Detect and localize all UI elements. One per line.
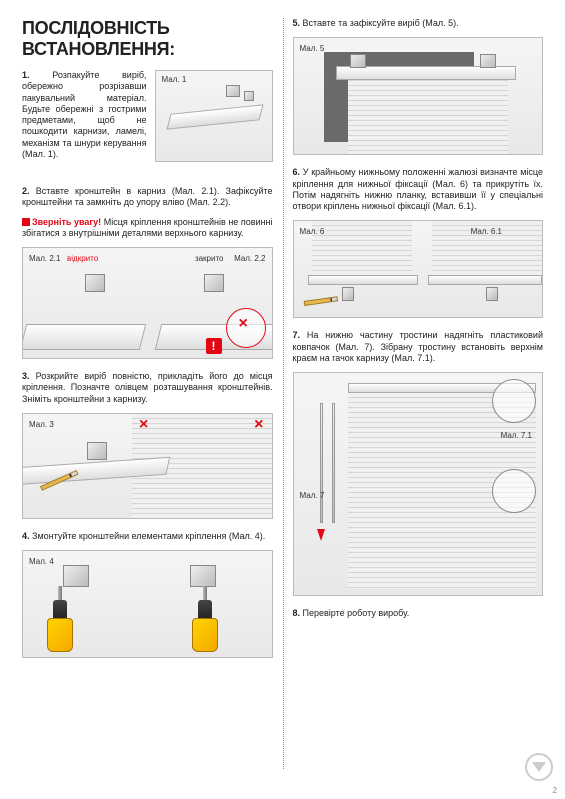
fig-label: Мал. 3 [29,420,54,429]
open-label: відкрито [67,254,98,263]
step-text: Вставте та зафіксуйте виріб (Мал. 5). [303,18,459,28]
figure-4: Мал. 4 [22,550,273,658]
slats-sketch [312,221,412,277]
slats-sketch [348,76,508,154]
bracket-sketch [480,54,496,68]
drill-icon [47,600,87,655]
closed-label: закрито [195,254,224,263]
step-8: 8. Перевірте роботу виробу. [293,608,544,619]
wand-sketch [332,403,335,523]
drill-icon [192,600,232,655]
tassel-icon [317,529,325,541]
step-num: 1. [22,70,30,80]
fig-label: Мал. 7.1 [501,431,532,440]
page-number: 2 [553,786,557,795]
step-text: Розкрийте виріб повністю, прикладіть йог… [22,371,273,404]
step-7: 7. На нижню частину тростини надягніть п… [293,330,544,364]
step-text: Розпакуйте виріб, обережно розрізавши па… [22,70,147,159]
step-num: 8. [293,608,301,618]
bracket-sketch [350,54,366,68]
figure-7: Мал. 7 Мал. 7.1 [293,372,544,596]
fig-label: Мал. 4 [29,557,54,566]
scroll-down-icon[interactable] [525,753,553,781]
step-num: 4. [22,531,30,541]
step-6: 6. У крайньому нижньому положенні жалюзі… [293,167,544,212]
callout-circle [492,379,536,423]
bracket-sketch [87,442,107,460]
clip-sketch [342,287,354,301]
fig-label: Мал. 6.1 [471,227,502,236]
step-5: 5. Вставте та зафіксуйте виріб (Мал. 5). [293,18,544,29]
figure-2: Мал. 2.1 відкрито закрито Мал. 2.2 × ! [22,247,273,359]
rail-sketch [166,104,263,129]
bracket-sketch [204,274,224,292]
callout-circle: × [226,308,266,348]
step-text: Вставте кронштейн в карниз (Мал. 2.1). З… [22,186,273,207]
clip-sketch [486,287,498,301]
x-mark-icon: × [139,416,148,434]
step-text: У крайньому нижньому положенні жалюзі ви… [293,167,544,211]
bracket-sketch [85,274,105,292]
step-text: Перевірте роботу виробу. [303,608,410,618]
bottom-rail [428,275,542,285]
bracket-sketch [190,565,216,587]
figure-5: Мал. 5 [293,37,544,155]
step-1: 1. Розпакуйте виріб, обережно розрізавши… [22,70,147,160]
fig-label: Мал. 7 [300,491,325,500]
figure-6: Мал. 6 Мал. 6.1 [293,220,544,318]
figure-3: Мал. 3 × × [22,413,273,519]
right-column: 5. Вставте та зафіксуйте виріб (Мал. 5).… [283,18,544,787]
fig-label: Мал. 5 [300,44,325,53]
caution-icon: ! [206,338,222,354]
step-2-warning: Зверніть увагу! Місця кріплення кронштей… [22,217,273,240]
warning-label: Зверніть увагу! [32,217,101,227]
step-num: 7. [293,330,301,340]
bottom-rail [308,275,418,285]
warning-icon [22,218,30,226]
x-mark-icon: × [239,315,248,333]
column-divider [283,18,284,769]
step-num: 2. [22,186,30,196]
callout-circle [492,469,536,513]
part-sketch [244,91,254,101]
bracket-sketch [63,565,89,587]
rail-sketch [336,66,516,80]
fig-label: Мал. 2.1 [29,254,60,263]
pencil-icon [303,297,337,307]
step-text: На нижню частину тростини надягніть плас… [293,330,544,363]
step-num: 5. [293,18,301,28]
part-sketch [226,85,240,97]
step-3: 3. Розкрийте виріб повністю, прикладіть … [22,371,273,405]
fig-label: Мал. 6 [300,227,325,236]
step-2: 2. Вставте кронштейн в карниз (Мал. 2.1)… [22,186,273,209]
figure-1: Мал. 1 [155,70,273,162]
fig-label: Мал. 1 [162,75,187,84]
step-num: 6. [293,167,301,177]
x-mark-icon: × [254,416,263,434]
step1-row: 1. Розпакуйте виріб, обережно розрізавши… [22,70,273,174]
rail-sketch [22,324,146,350]
page-title: ПОСЛІДОВНІСТЬ ВСТАНОВЛЕННЯ: [22,18,273,60]
step-num: 3. [22,371,30,381]
left-column: ПОСЛІДОВНІСТЬ ВСТАНОВЛЕННЯ: 1. Розпакуйт… [22,18,283,787]
step-4: 4. Змонтуйте кронштейни елементами кріпл… [22,531,273,542]
wand-sketch [320,403,323,523]
fig-label: Мал. 2.2 [234,254,265,263]
step-text: Змонтуйте кронштейни елементами кріпленн… [32,531,265,541]
